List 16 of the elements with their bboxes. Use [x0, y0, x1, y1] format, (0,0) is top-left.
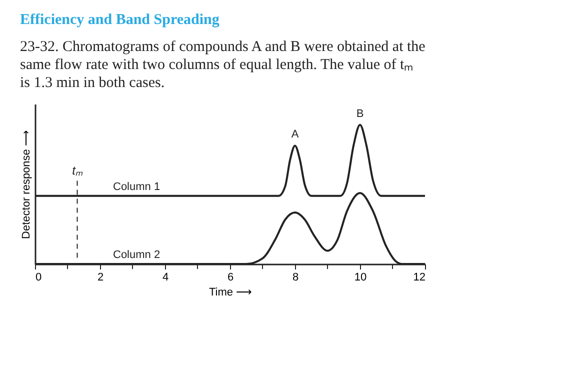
annotation: A [291, 128, 300, 141]
x-tick-label: 10 [354, 272, 367, 284]
series-label: Column 1 [113, 180, 160, 193]
x-axis-title: Time ⟶ [208, 286, 252, 298]
x-tick-label: 12 [413, 272, 426, 284]
x-tick-label: 0 [36, 272, 42, 284]
ref-line-label: tₘ [72, 164, 84, 178]
chart-title: Efficiency and Band Spreading [20, 12, 220, 28]
x-tick-label: 4 [162, 272, 169, 284]
chart-subtitle: 23-32. Chromatograms of compounds A and B were obtained at the same flow rate with two columns of equal length. The value of tₘ is 1.3 min in both cases. [20, 39, 426, 91]
y-axis-title: Detector response ⟶ [20, 130, 32, 239]
annotation: B [356, 108, 364, 120]
x-tick-label: 2 [97, 272, 104, 284]
x-tick-label: 8 [292, 272, 299, 284]
x-tick-label: 6 [227, 272, 234, 284]
series-label: Column 2 [113, 249, 160, 261]
